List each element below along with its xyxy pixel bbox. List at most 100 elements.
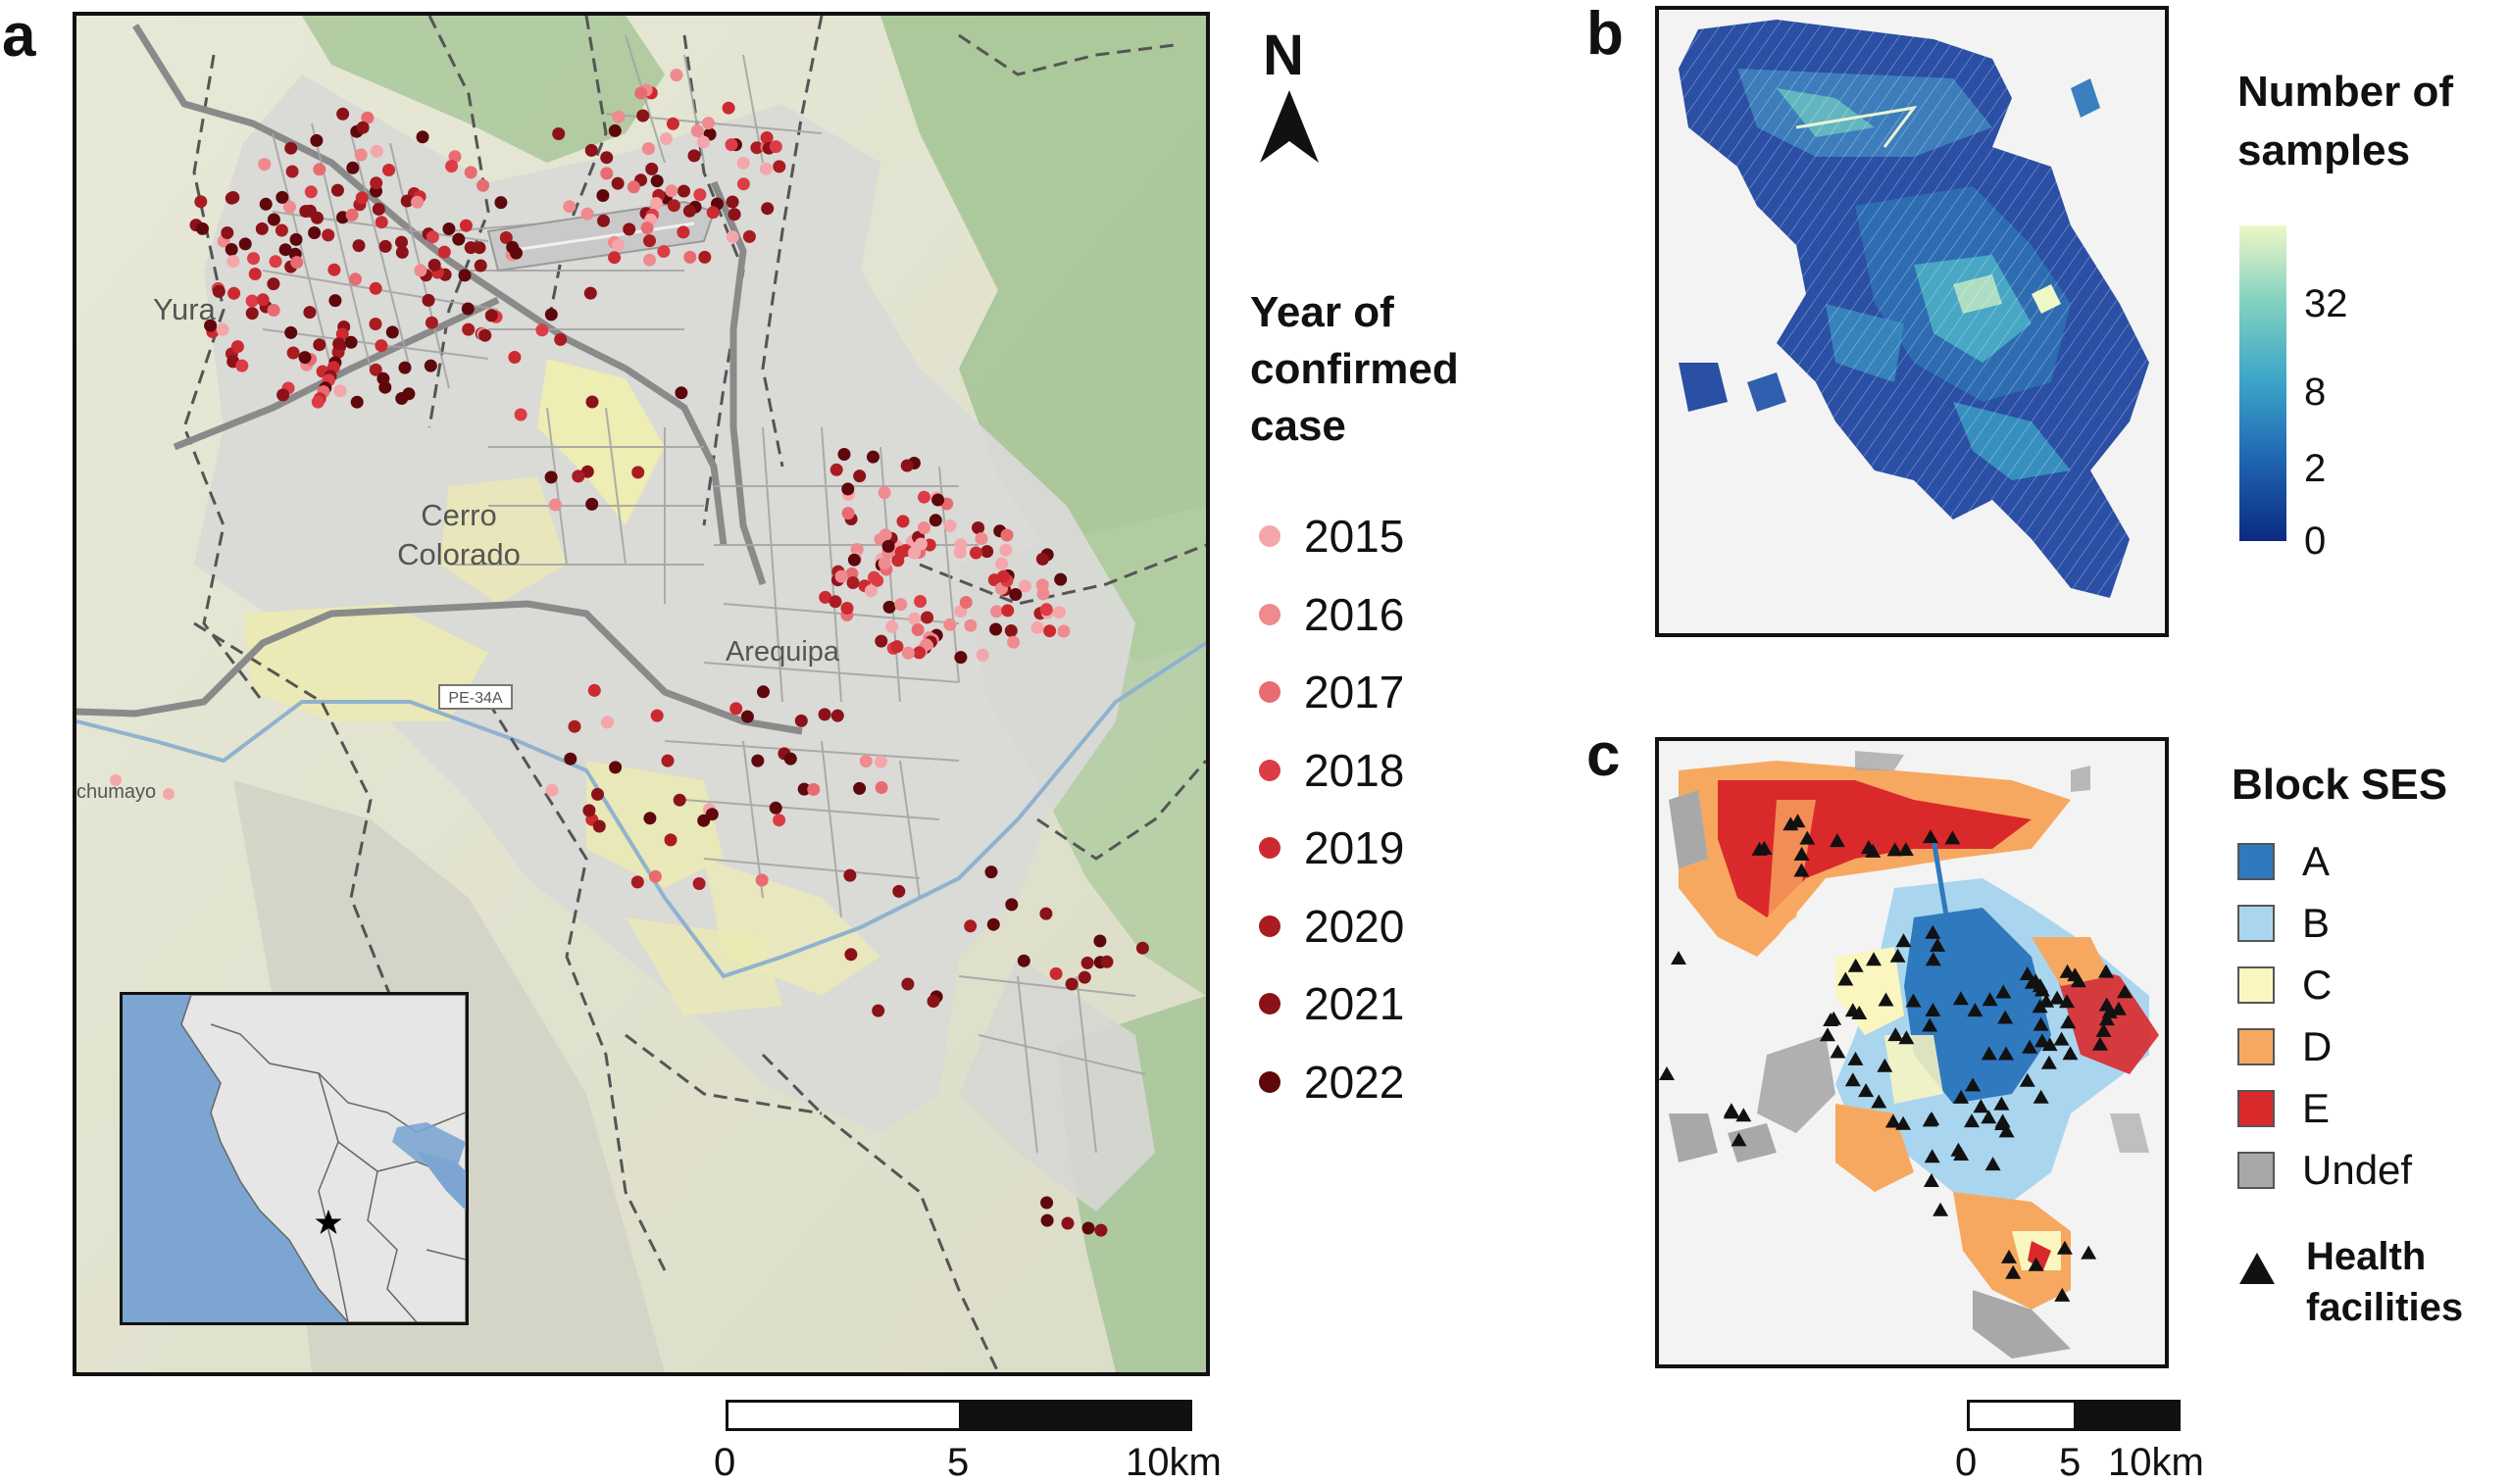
legend-label: Undef [2302,1147,2413,1193]
case-point [759,162,773,175]
case-point [601,716,614,729]
health-facility-marker [1756,840,1773,855]
case-point [901,977,915,991]
health-facility-marker [1735,1108,1752,1122]
case-point [424,359,437,372]
panel-b-map [1655,6,2169,637]
health-facility-marker [1925,1003,1941,1016]
case-point [395,235,408,249]
health-facility-marker [1981,1110,1997,1124]
case-point [282,200,296,214]
case-point [298,351,312,365]
legend-a-item-2021: 2021 [1259,981,1404,1026]
health-facility-marker [2032,978,2048,993]
case-point [544,308,558,322]
case-point [729,702,743,716]
case-point [736,156,750,170]
case-point [196,222,209,235]
scalebar-c [1967,1400,2181,1431]
health-facility-marker [1964,1113,1980,1128]
case-point [545,783,559,797]
case-point [643,812,657,825]
health-facility-marker [1925,952,1941,966]
case-point [640,222,654,234]
health-facility-marker [1944,830,1961,845]
case-point [841,507,855,520]
case-point [328,294,342,308]
case-point [572,470,585,483]
case-point [853,781,867,795]
colorbar-tick-8: 8 [2304,371,2327,414]
case-point [636,109,650,123]
case-point [608,251,622,265]
ses-map [1659,751,2159,1359]
case-point [378,239,392,253]
case-point [286,346,300,360]
case-point [1017,954,1030,967]
case-point [1100,955,1114,968]
case-point [591,787,604,801]
case-point [726,230,739,244]
case-point [954,651,968,665]
case-point [225,243,238,256]
legend-c-item-C: C [2237,965,2332,1006]
case-point [1040,1213,1054,1227]
case-point [310,133,324,147]
health-facility-marker [1998,1123,2015,1138]
case-point [837,448,851,461]
health-facility-marker [2059,994,2075,1009]
case-point [1094,1223,1108,1237]
place-label-cerro: Cerro [421,498,497,532]
health-facility-marker [2110,1001,2127,1015]
case-point [1043,624,1057,638]
case-point [349,272,362,286]
legend-label: C [2302,962,2333,1008]
health-facility-marker [1967,1003,1983,1017]
health-facility-marker [1886,842,1903,857]
health-facility-marker [1829,833,1845,848]
case-point [878,486,891,500]
legend-c-item-E: E [2237,1088,2330,1129]
case-point [226,191,240,204]
case-point [1018,579,1031,593]
health-facility-marker [1984,1157,2001,1171]
case-point [313,338,326,352]
case-point [322,228,335,242]
case-point [350,395,364,409]
case-point [872,1004,885,1017]
case-point [248,268,262,280]
case-point [535,323,549,337]
health-facility-marker [1871,1094,1887,1109]
case-point [1039,603,1053,617]
health-facility-marker [2028,1257,2044,1271]
inset-map [120,992,469,1325]
case-point [921,611,934,624]
health-facility-marker [1789,814,1806,828]
legend-swatch [2237,1152,2275,1189]
case-point [311,211,324,224]
case-point [773,160,786,173]
case-point [984,866,998,879]
case-point [416,130,429,144]
legend-label: 2016 [1304,588,1405,640]
case-point [641,142,655,156]
case-point [885,619,899,633]
case-point [267,304,280,317]
health-facility-marker [1922,1017,1938,1032]
scalebar-c-label-10km: 10km [2108,1441,2204,1484]
case-point [989,622,1003,636]
case-point [1007,635,1021,649]
samples-colorbar [2239,225,2286,541]
case-point [461,302,475,316]
health-facility-marker [1965,1077,1982,1092]
case-point [769,140,782,154]
case-point [995,557,1009,570]
case-point [875,634,888,648]
case-point [459,219,473,232]
case-point [259,197,273,211]
case-point [194,195,208,209]
case-point [369,281,382,295]
place-label-uchumayo: chumayo [76,781,156,803]
health-facility-marker [2070,973,2086,988]
case-point [892,884,906,898]
